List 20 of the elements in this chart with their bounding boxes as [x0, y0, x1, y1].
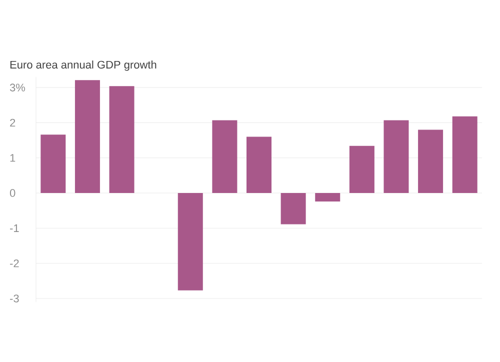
bar — [418, 130, 444, 194]
bar — [315, 193, 340, 202]
y-tick-label: 0 — [10, 189, 16, 197]
y-tick-label: -2 — [10, 260, 19, 268]
bar — [40, 134, 66, 194]
bar — [280, 193, 306, 224]
bar — [452, 116, 478, 194]
y-tick-label: -1 — [10, 224, 19, 232]
y-tick-label: 1 — [10, 154, 16, 162]
y-tick-label: -3 — [10, 294, 19, 302]
bar — [349, 146, 374, 194]
chart-title: Euro area annual GDP growth — [10, 60, 156, 71]
bar — [212, 120, 238, 194]
y-tick-label: 3% — [10, 84, 26, 92]
bar — [384, 120, 409, 194]
bar — [109, 86, 134, 194]
bar — [178, 193, 203, 290]
bar — [246, 136, 272, 194]
y-tick-label: 2 — [10, 118, 16, 127]
bar — [74, 80, 100, 194]
